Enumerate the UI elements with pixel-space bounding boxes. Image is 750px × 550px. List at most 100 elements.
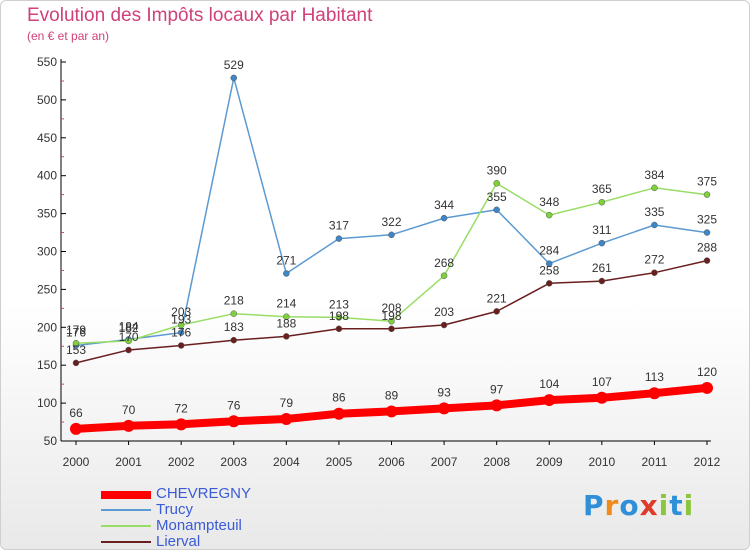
x-tick-label: 2004 <box>273 455 300 469</box>
data-point-monampteuil <box>493 180 500 187</box>
data-point-trucy <box>230 74 237 82</box>
y-tick-label: 150 <box>37 358 57 372</box>
chart-axes: 50 100 150 200 250 300 350 400 450 500 550 2000 2001… <box>37 55 721 469</box>
data-point-monampteuil <box>125 337 132 345</box>
x-tick-label: 2012 <box>694 455 721 469</box>
data-label-trucy: 311 <box>592 223 611 237</box>
data-point-chevregny <box>648 387 661 400</box>
data-point-chevregny <box>280 413 293 426</box>
data-label-trucy: 284 <box>539 244 559 258</box>
x-tick-label: 2003 <box>220 455 247 469</box>
data-label-monampteuil: 208 <box>381 301 401 315</box>
data-label-trucy: 344 <box>434 198 454 212</box>
data-point-monampteuil <box>388 317 395 325</box>
data-label-trucy: 322 <box>381 215 401 229</box>
data-point-monampteuil <box>703 191 711 198</box>
data-point-lierval <box>546 280 553 287</box>
y-tick-label: 100 <box>37 396 57 410</box>
data-label-monampteuil: 214 <box>276 297 296 311</box>
logo-letter: x <box>639 489 659 522</box>
data-label-chevregny: 113 <box>645 370 664 384</box>
data-label-monampteuil: 375 <box>697 175 717 189</box>
x-tick-label: 2006 <box>378 455 405 469</box>
data-label-chevregny: 76 <box>227 398 241 412</box>
data-label-chevregny: 79 <box>280 396 294 410</box>
data-label-chevregny: 86 <box>332 391 346 405</box>
y-tick-label: 400 <box>37 169 57 183</box>
data-point-chevregny <box>595 391 608 404</box>
data-point-trucy <box>335 235 343 242</box>
series-layer <box>70 74 713 435</box>
legend: CHEVREGNY Trucy Monampteuil Lierval <box>101 485 421 549</box>
x-tick-label: 2007 <box>431 455 458 469</box>
data-point-chevregny <box>438 402 451 415</box>
logo-letter: i <box>658 489 670 522</box>
legend-item-trucy[interactable]: Trucy <box>101 501 421 518</box>
data-label-trucy: 317 <box>329 219 349 233</box>
data-label-lierval: 261 <box>592 261 612 275</box>
x-tick-label: 2001 <box>115 455 142 469</box>
data-point-lierval <box>388 325 395 333</box>
data-point-chevregny <box>332 407 345 420</box>
data-label-trucy: 184 <box>119 319 139 333</box>
data-label-lierval: 272 <box>644 253 664 267</box>
data-point-trucy <box>493 206 500 214</box>
data-label-lierval: 203 <box>434 305 454 319</box>
legend-swatch-lierval <box>101 541 151 543</box>
data-label-monampteuil: 384 <box>644 168 664 182</box>
legend-item-lierval[interactable]: Lierval <box>101 533 421 549</box>
x-tick-label: 2011 <box>642 455 668 469</box>
logo-letter: o <box>619 489 640 522</box>
data-point-trucy <box>546 260 553 267</box>
proxiti-logo: Proxiti <box>583 489 694 522</box>
chart-subtitle: (en € et par an) <box>27 29 110 43</box>
data-label-trucy: 335 <box>644 205 664 219</box>
logo-letter: P <box>583 489 605 522</box>
data-point-monampteuil <box>651 184 658 192</box>
data-label-chevregny: 70 <box>122 403 136 417</box>
data-point-monampteuil <box>598 198 606 206</box>
data-label-chevregny: 104 <box>539 377 559 391</box>
data-label-trucy: 271 <box>276 253 296 267</box>
x-tick-label: 2010 <box>588 455 615 469</box>
data-label-lierval: 288 <box>697 241 717 255</box>
data-labels-layer: 176 184 193 529 271 317 322 344 355 284 311 335 325 1… <box>66 58 717 420</box>
x-tick-label: 2000 <box>63 455 90 469</box>
data-label-chevregny: 97 <box>490 382 504 396</box>
data-label-monampteuil: 203 <box>171 305 191 319</box>
data-point-monampteuil <box>335 314 343 321</box>
data-point-trucy <box>440 214 448 222</box>
data-point-lierval <box>125 346 132 354</box>
data-label-trucy: 529 <box>224 58 244 72</box>
data-label-lierval: 176 <box>171 325 191 339</box>
chart-title: Evolution des Impôts locaux par Habitant <box>27 5 373 26</box>
x-tick-label: 2008 <box>483 455 510 469</box>
data-point-trucy <box>703 229 711 236</box>
data-label-trucy: 176 <box>66 325 86 339</box>
legend-label-trucy: Trucy <box>156 501 193 518</box>
data-point-monampteuil <box>72 339 80 347</box>
logo-letter: t <box>669 489 684 522</box>
data-point-lierval <box>283 333 290 340</box>
data-point-trucy <box>283 270 290 277</box>
data-point-chevregny <box>70 422 82 435</box>
x-tick-label: 2002 <box>168 455 195 469</box>
data-label-lierval: 188 <box>276 316 296 330</box>
y-tick-label: 250 <box>37 282 57 296</box>
data-point-trucy <box>598 239 606 247</box>
legend-item-chevregny[interactable]: CHEVREGNY <box>101 485 421 502</box>
legend-item-monampteuil[interactable]: Monampteuil <box>101 517 421 534</box>
data-point-lierval <box>230 336 237 344</box>
data-point-monampteuil <box>283 313 290 320</box>
y-tick-label: 500 <box>37 93 57 107</box>
legend-label-chevregny: CHEVREGNY <box>156 485 252 502</box>
data-point-lierval <box>335 325 343 333</box>
data-point-monampteuil <box>546 211 553 219</box>
data-label-monampteuil: 348 <box>539 195 559 209</box>
data-point-chevregny <box>175 418 188 431</box>
data-label-monampteuil: 365 <box>592 182 612 196</box>
data-label-trucy: 325 <box>697 213 717 227</box>
x-tick-label: 2009 <box>536 455 563 469</box>
